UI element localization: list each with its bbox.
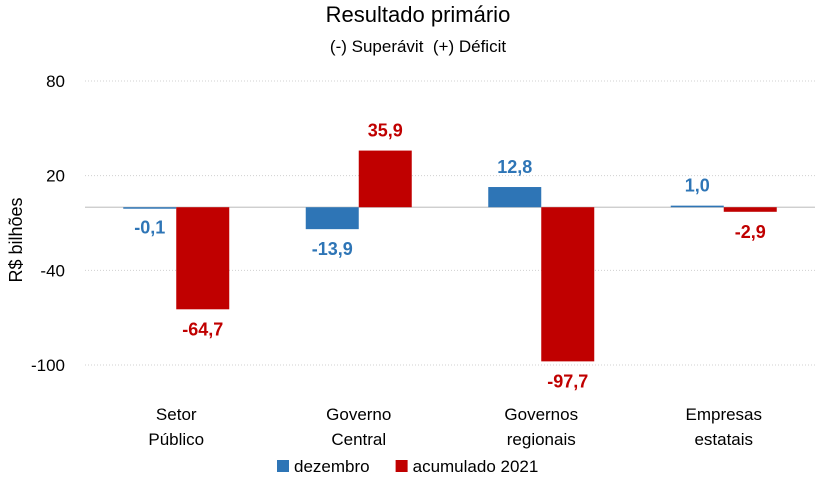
data-label: -0,1 (134, 217, 165, 237)
bar-acumulado (541, 207, 595, 362)
bar-dezembro (305, 207, 359, 230)
y-tick-label: 80 (46, 72, 65, 91)
bar-acumulado (723, 207, 777, 212)
data-label: -64,7 (182, 319, 223, 339)
data-label: 12,8 (497, 157, 532, 177)
category-label: Central (331, 430, 386, 449)
category-label: Empresas (685, 405, 762, 424)
legend-swatch (395, 460, 408, 472)
bar-acumulado (176, 207, 230, 310)
chart-title: Resultado primário (326, 2, 511, 27)
y-axis-label: R$ bilhões (6, 197, 26, 282)
legend-label: dezembro (294, 457, 370, 476)
y-tick-label: 20 (46, 167, 65, 186)
data-label: 35,9 (368, 121, 403, 141)
data-label: 1,0 (685, 176, 710, 196)
bar-dezembro (488, 187, 542, 208)
bar-dezembro (123, 207, 177, 209)
chart-subtitle: (-) Superávit (+) Déficit (330, 37, 506, 56)
category-label: Setor (156, 405, 197, 424)
data-label: -97,7 (547, 371, 588, 391)
data-label: -13,9 (312, 239, 353, 259)
bar-dezembro (670, 205, 724, 208)
category-label: Governos (504, 405, 578, 424)
legend-swatch (277, 460, 289, 472)
y-tick-label: -40 (40, 261, 65, 280)
category-label: Público (148, 430, 204, 449)
bar-acumulado (358, 150, 412, 208)
category-label: regionais (507, 430, 576, 449)
y-tick-label: -100 (31, 356, 65, 375)
legend-label: acumulado 2021 (413, 457, 539, 476)
category-label: Governo (326, 405, 391, 424)
category-label: estatais (694, 430, 753, 449)
data-label: -2,9 (735, 222, 766, 242)
